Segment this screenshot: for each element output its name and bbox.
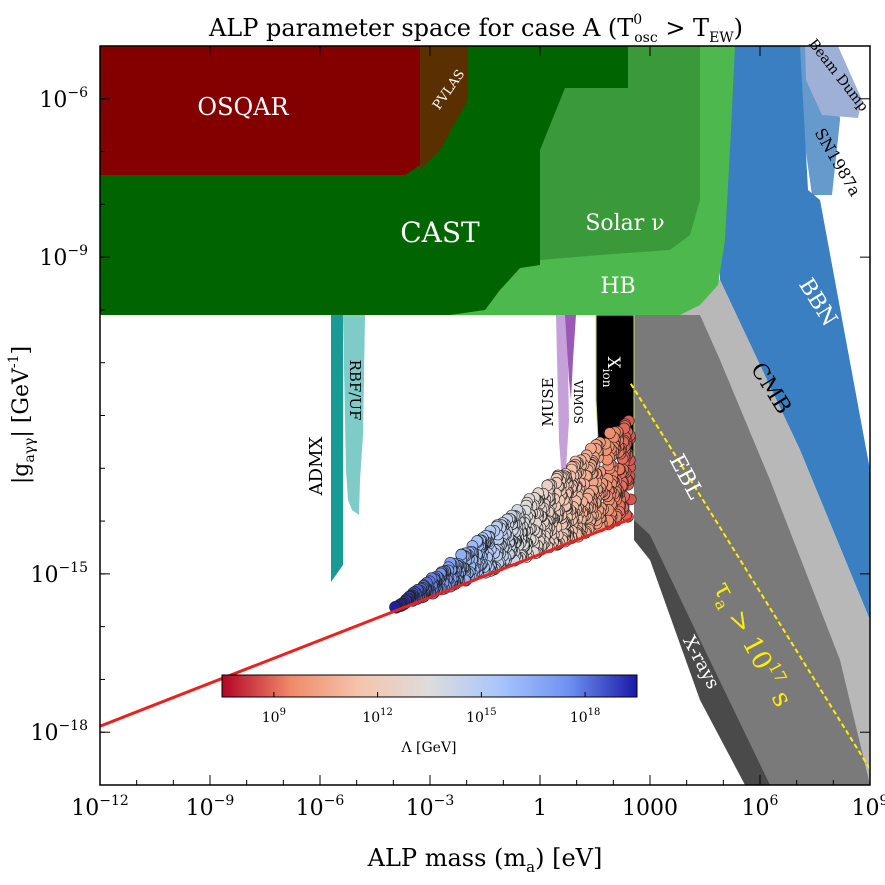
colorbar-ticks: 109 1012 1015 1018 — [262, 692, 601, 726]
chart-title: ALP parameter space for case A (T0 osc > … — [208, 12, 743, 46]
region-vimos — [565, 315, 576, 400]
y-tick-label-3: 10−6 — [39, 85, 88, 113]
label-xion: Xion — [600, 357, 623, 388]
x-tick-label-6: 106 — [742, 793, 779, 821]
y-axis-ticks: 10−18 10−15 10−9 10−6 — [30, 45, 870, 786]
region-bbn — [720, 46, 870, 620]
label-solar: Solar ν — [585, 211, 664, 236]
x-tick-label-2: 10−6 — [296, 793, 345, 821]
y-tick-label-1: 10−15 — [30, 560, 88, 588]
x-tick-label-0: 10−12 — [71, 793, 129, 821]
region-solar — [540, 46, 700, 260]
red-baseline-line — [100, 517, 632, 728]
region-osqar — [100, 46, 420, 175]
x-tick-label-5: 1000 — [622, 796, 678, 821]
label-osqar: OSQAR — [197, 93, 289, 121]
exclusion-regions — [100, 46, 870, 785]
x-tick-label-4: 1 — [533, 796, 547, 821]
label-admx: ADMX — [306, 436, 327, 496]
x-tick-label-1: 10−9 — [186, 793, 235, 821]
colorbar-label: Λ [GeV] — [400, 740, 456, 756]
y-tick-label-0: 10−18 — [30, 718, 88, 746]
label-rbf: RBF/UF — [346, 360, 364, 421]
colorbar-tick-label-0: 109 — [262, 707, 286, 726]
scatter-points — [389, 415, 637, 614]
region-rbf — [343, 315, 365, 515]
colorbar-tick-label-3: 1018 — [570, 707, 601, 726]
scatter-point-711 — [455, 548, 468, 561]
lines-layer — [100, 383, 870, 770]
colorbar-tick-label-1: 1012 — [362, 707, 393, 726]
x-axis-ticks: 10−12 10−9 10−6 10−3 1 1000 106 109 — [71, 46, 885, 821]
yellow-lifetime-line — [629, 383, 870, 770]
region-ebl — [634, 315, 870, 785]
label-cast: CAST — [400, 216, 480, 249]
label-vimos: VIMOS — [571, 379, 585, 424]
region-admx — [331, 315, 343, 582]
colorbar: 109 1012 1015 1018 Λ [GeV] — [221, 674, 638, 756]
label-hb: HB — [600, 274, 635, 299]
x-tick-label-3: 10−3 — [406, 793, 455, 821]
region-muse — [556, 315, 569, 480]
region-pvlas — [420, 46, 468, 170]
y-tick-label-2: 10−9 — [39, 243, 88, 271]
region-beam-dump — [805, 46, 862, 118]
label-muse: MUSE — [539, 377, 557, 426]
colorbar-gradient — [221, 674, 638, 698]
scatter-point-112 — [603, 427, 616, 439]
x-tick-label-7: 109 — [852, 793, 885, 821]
x-axis-label: ALP mass (ma) [eV] — [367, 844, 603, 876]
colorbar-tick-label-2: 1015 — [466, 707, 497, 726]
y-axis-label: |gaγγ| [GeV-1] — [6, 346, 38, 484]
